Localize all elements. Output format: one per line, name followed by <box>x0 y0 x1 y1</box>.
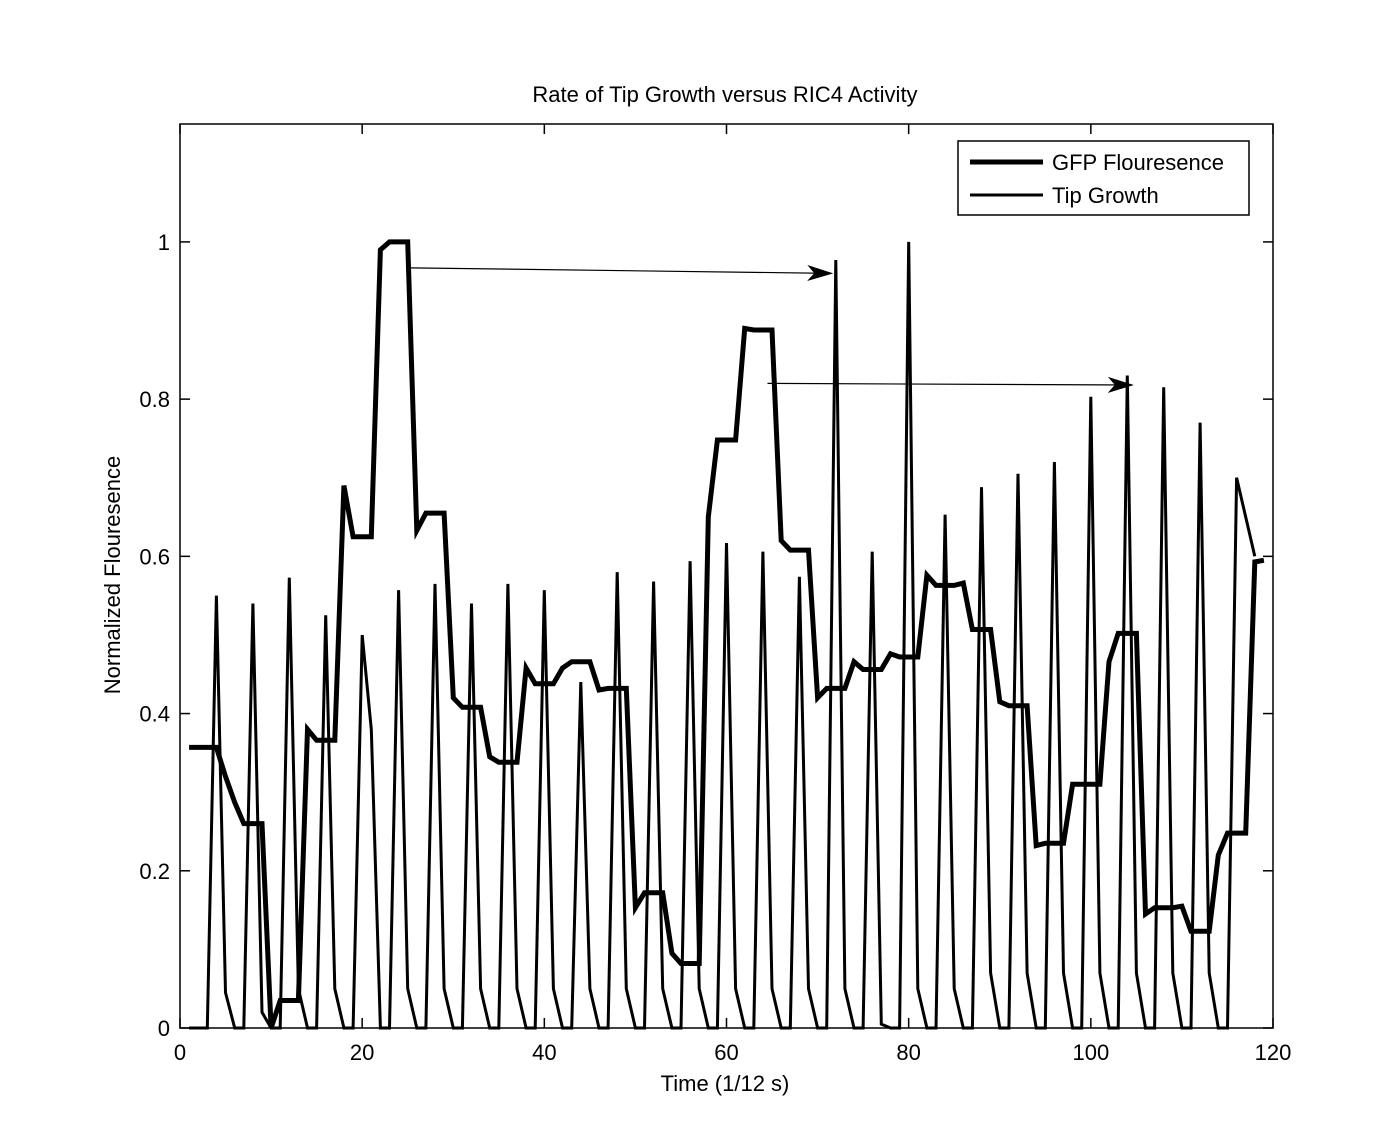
x-tick-label: 20 <box>350 1040 374 1065</box>
legend: GFP Flouresence Tip Growth <box>957 140 1250 216</box>
tick-labels: 0 20 40 60 80 100 120 0 0.2 0.4 0.6 0.8 1 <box>139 230 1291 1065</box>
x-tick-label: 80 <box>896 1040 920 1065</box>
series-line-gfp <box>189 239 1265 1029</box>
y-tick-label: 1 <box>158 230 170 255</box>
annotations <box>410 265 1134 393</box>
annotation-arrow <box>767 376 1134 393</box>
x-tick-label: 0 <box>174 1040 186 1065</box>
legend-box <box>957 140 1250 216</box>
y-tick-label: 0 <box>158 1016 170 1041</box>
x-tick-label: 40 <box>532 1040 556 1065</box>
x-tick-label: 60 <box>714 1040 738 1065</box>
x-tick-label: 100 <box>1072 1040 1109 1065</box>
chart-title: Rate of Tip Growth versus RIC4 Activity <box>532 82 917 107</box>
x-axis-label: Time (1/12 s) <box>661 1071 790 1096</box>
annotation-arrow <box>410 265 834 282</box>
y-tick-label: 0.6 <box>139 544 170 569</box>
x-tick-label: 120 <box>1255 1040 1292 1065</box>
legend-label-gfp: GFP Flouresence <box>1052 150 1224 175</box>
legend-label-tip: Tip Growth <box>1052 183 1159 208</box>
plot-frame <box>179 123 1274 1029</box>
y-axis-label: Normalized Flouresence <box>100 456 125 694</box>
y-tick-label: 0.8 <box>139 387 170 412</box>
y-tick-label: 0.2 <box>139 859 170 884</box>
y-tick-label: 0.4 <box>139 702 170 727</box>
